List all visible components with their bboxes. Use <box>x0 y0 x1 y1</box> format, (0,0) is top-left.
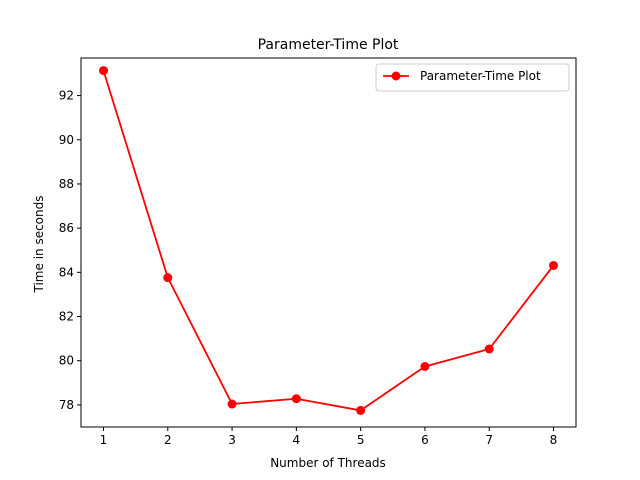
x-axis-label: Number of Threads <box>270 456 386 470</box>
x-tick-label: 6 <box>421 433 429 447</box>
data-point <box>356 405 366 415</box>
x-tick-label: 4 <box>293 433 301 447</box>
legend: Parameter-Time Plot <box>375 63 570 92</box>
data-point <box>484 344 494 354</box>
series-line <box>102 70 555 412</box>
data-point <box>291 394 301 404</box>
legend-entry-label: Parameter-Time Plot <box>420 69 541 83</box>
x-tick-label: 2 <box>164 433 172 447</box>
legend-frame <box>375 63 570 92</box>
y-tick-label: 92 <box>59 89 74 103</box>
x-tick-label: 7 <box>485 433 493 447</box>
chart-title: Parameter-Time Plot <box>258 37 399 53</box>
data-point <box>227 399 237 409</box>
x-tick-label: 3 <box>228 433 236 447</box>
data-point <box>163 273 173 283</box>
x-tick-label: 5 <box>357 433 365 447</box>
y-tick-label: 78 <box>59 398 74 412</box>
y-tick-label: 80 <box>59 354 74 368</box>
data-point <box>99 66 108 76</box>
y-tick-label: 84 <box>59 265 74 279</box>
y-axis-label: Time in seconds <box>32 196 46 294</box>
x-tick-label: 1 <box>100 433 108 447</box>
x-tick-label: 8 <box>550 433 558 447</box>
y-tick-label: 90 <box>59 133 74 147</box>
legend-marker-swatch <box>391 71 401 81</box>
y-tick-label: 82 <box>59 310 74 324</box>
plot-frame <box>80 57 577 428</box>
data-point <box>420 361 430 371</box>
y-tick-label: 88 <box>59 177 74 191</box>
data-point <box>549 260 558 270</box>
y-tick-label: 86 <box>59 221 74 235</box>
